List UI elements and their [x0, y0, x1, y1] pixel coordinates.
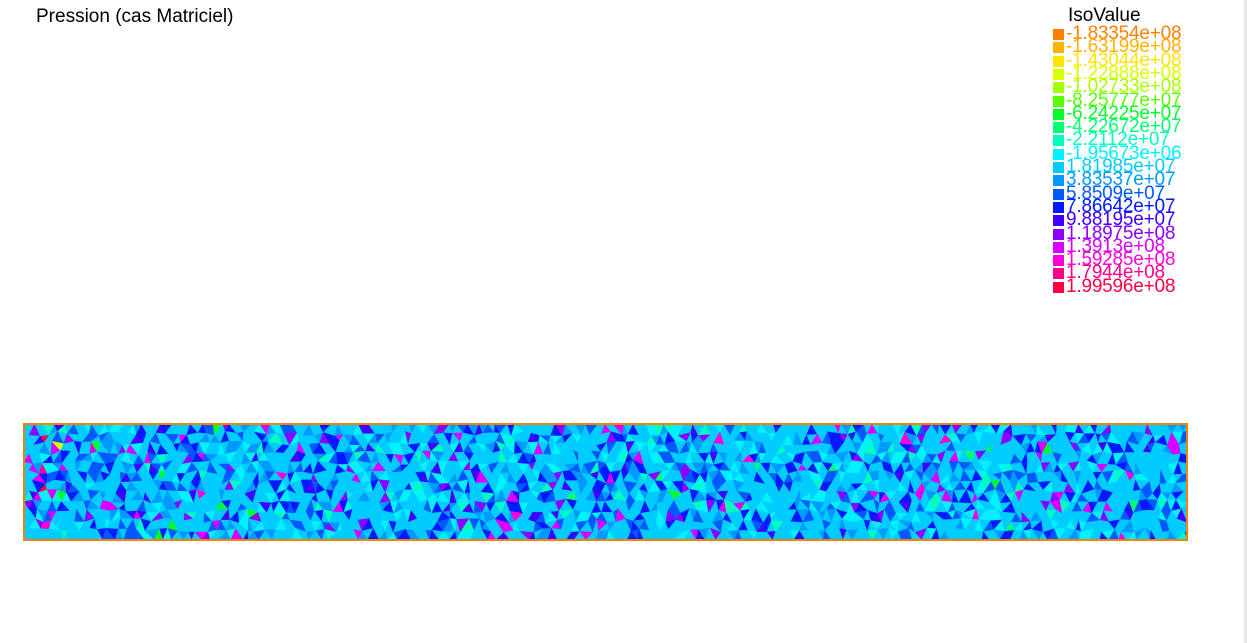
legend-swatch: [1053, 281, 1064, 293]
legend-label: 9.88195e+07: [1066, 209, 1176, 231]
legend-label: 3.83537e+07: [1066, 169, 1176, 191]
legend-label: 1.7944e+08: [1066, 262, 1165, 284]
legend-swatch: [1053, 255, 1064, 267]
legend-entry: 7.86642e+07: [1052, 197, 1222, 216]
mesh-elements: [23, 423, 1188, 541]
legend-label: -1.95673e+06: [1066, 142, 1182, 164]
legend-swatch: [1053, 68, 1064, 80]
legend-swatch: [1053, 42, 1064, 54]
legend-entry: 3.83537e+07: [1052, 170, 1222, 189]
legend-entry: -1.95673e+06: [1052, 144, 1222, 163]
plot-title: Pression (cas Matriciel): [36, 6, 234, 27]
legend-entry: -1.83354e+08: [1052, 24, 1222, 43]
legend-entry: -4.22672e+07: [1052, 117, 1222, 136]
legend-swatch: [1053, 122, 1064, 134]
legend-swatch: [1053, 215, 1064, 227]
legend-swatch: [1053, 148, 1064, 160]
legend-entry: 9.88195e+07: [1052, 210, 1222, 229]
legend-swatch: [1053, 241, 1064, 253]
legend-swatch: [1053, 201, 1064, 213]
legend-label: 5.8509e+07: [1066, 182, 1165, 204]
legend-label: -6.24225e+07: [1066, 102, 1182, 124]
legend-label: 1.3913e+08: [1066, 235, 1165, 257]
legend-swatch: [1053, 175, 1064, 187]
legend-swatch: [1053, 162, 1064, 173]
legend-entry: 1.81985e+07: [1052, 157, 1222, 176]
legend-entry: 1.7944e+08: [1052, 263, 1222, 282]
legend-label: 1.81985e+07: [1066, 156, 1176, 177]
legend-label: 7.86642e+07: [1066, 195, 1176, 217]
legend-entry: 1.59285e+08: [1052, 250, 1222, 269]
legend-swatch: [1053, 82, 1064, 94]
legend-swatch: [1053, 29, 1064, 40]
legend-entry: 1.99596e+08: [1052, 277, 1222, 296]
legend-label: -1.43044e+08: [1066, 49, 1182, 71]
legend-entry: -1.02733e+08: [1052, 77, 1222, 96]
legend-label: -1.22888e+08: [1066, 62, 1182, 84]
legend-entry: 5.8509e+07: [1052, 184, 1222, 203]
legend-entry: -1.22888e+08: [1052, 64, 1222, 83]
legend-entry: 1.18975e+08: [1052, 224, 1222, 243]
legend-label: -4.22672e+07: [1066, 116, 1182, 138]
legend-label: -2.2112e+07: [1066, 129, 1170, 151]
legend-label: 1.59285e+08: [1066, 249, 1176, 271]
legend-label: -1.83354e+08: [1066, 23, 1182, 44]
legend-swatch: [1053, 188, 1064, 200]
window-edge: [1244, 0, 1247, 643]
legend-label: -8.25777e+07: [1066, 89, 1182, 111]
legend-entry: -2.2112e+07: [1052, 130, 1222, 149]
legend-swatch: [1053, 135, 1064, 147]
legend-swatch: [1053, 228, 1064, 240]
legend-swatch: [1053, 108, 1064, 120]
legend-label: -1.63199e+08: [1066, 36, 1182, 58]
legend-entry: -6.24225e+07: [1052, 104, 1222, 123]
legend-swatch: [1053, 268, 1064, 280]
legend-label: 1.18975e+08: [1066, 222, 1176, 244]
legend-entry: 1.3913e+08: [1052, 237, 1222, 256]
legend-label: -1.02733e+08: [1066, 76, 1182, 98]
legend-title: IsoValue: [1068, 5, 1141, 26]
domain-border: [23, 423, 1188, 541]
legend-swatch: [1053, 55, 1064, 67]
legend-swatch: [1053, 95, 1064, 107]
legend-entry: -1.43044e+08: [1052, 51, 1222, 70]
legend-entry: -1.63199e+08: [1052, 37, 1222, 56]
legend-entry: -8.25777e+07: [1052, 91, 1222, 110]
legend-label: 1.99596e+08: [1066, 275, 1176, 297]
